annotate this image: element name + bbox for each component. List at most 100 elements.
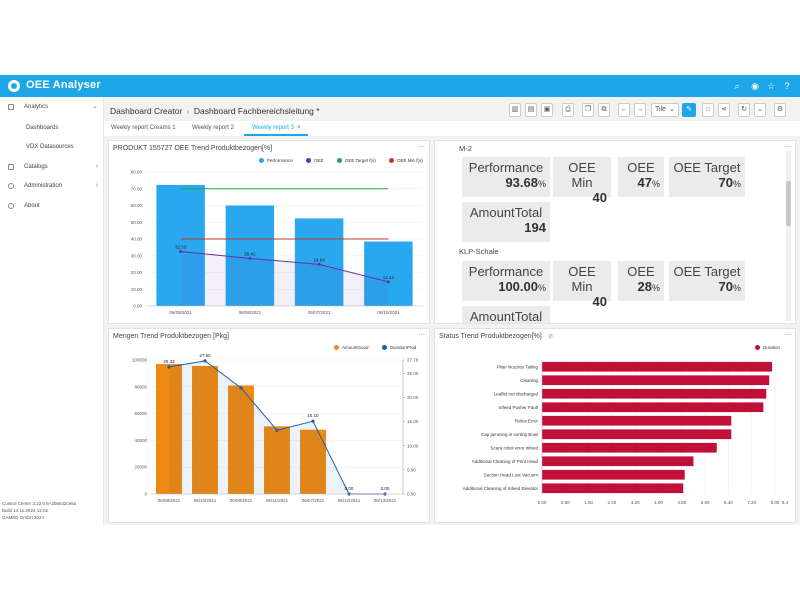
oee-trend-chart: 0.00 10.00 20.00 30.00 40.00 50.00 60.00 70.00 8…	[131, 170, 423, 315]
y2-tick-label: 15.00	[407, 419, 419, 424]
kpi-tile-oee: OEE 28%	[618, 261, 664, 301]
kpi-tile-oee: OEE 47%	[618, 157, 664, 197]
x-tick-label: 7.20	[747, 500, 756, 505]
bar	[300, 429, 326, 494]
data-label: 28.42	[244, 251, 256, 256]
scrollbar[interactable]	[786, 151, 791, 321]
sidebar-item-catalogs[interactable]: Catalogs ›	[0, 159, 104, 175]
bar	[192, 366, 218, 494]
y-tick-label: 80.00	[131, 170, 143, 175]
panel-title: Status Trend Produktbezogen[%]	[439, 333, 542, 340]
bar	[542, 483, 684, 494]
report-tabs: Weekly report Creams 1 Weekly report 2 W…	[104, 121, 800, 136]
series-line-oee	[180, 251, 389, 283]
layout-select[interactable]: Tile ⌄	[651, 103, 679, 117]
sidebar-item-administration[interactable]: Administration ›	[0, 178, 104, 194]
arrow-right-icon[interactable]: →	[634, 103, 646, 117]
copy-icon[interactable]: ❐	[582, 103, 594, 117]
tab-weekly-report-creams-1[interactable]: Weekly report Creams 1	[111, 125, 176, 131]
y-category-label: Scara robot error infeed	[490, 445, 538, 450]
legend-item[interactable]: Duration	[755, 345, 780, 351]
active-tab-indicator	[244, 134, 308, 136]
more-chevron-icon[interactable]: ⌄	[754, 103, 766, 117]
version-text: Control Center 3.22.0.5+2b8e32ce8a	[2, 501, 77, 506]
y2-tick-label: 25.00	[407, 371, 419, 376]
x-tick-label: 06/08/2021	[239, 310, 262, 315]
arrow-left-icon[interactable]: ←	[618, 103, 630, 117]
panel-kpi-tiles: ⋯ M-2 Performance 93.68% OEE Min 40 OEE …	[434, 140, 796, 324]
bar	[542, 469, 685, 480]
share-icon[interactable]: ⋖	[718, 103, 730, 117]
y-tick-label: 20.00	[131, 270, 143, 275]
panel-menu-icon[interactable]: ⋯	[784, 332, 791, 339]
data-label: 27.60	[199, 353, 211, 358]
sidebar-item-analytics[interactable]: Analytics ⌄	[0, 99, 104, 115]
y-category-label: Infeed Pusher Fault	[499, 405, 539, 410]
help-icon[interactable]: ?	[784, 81, 790, 91]
folder-icon	[8, 164, 14, 170]
save-icon[interactable]: ▣	[541, 103, 553, 117]
tab-weekly-report-2[interactable]: Weekly report 2	[192, 125, 234, 131]
legend-item[interactable]: OEE Target f(x)	[336, 158, 376, 164]
panel-menu-icon[interactable]: ⋯	[784, 144, 791, 151]
y-tick-label: 20000	[134, 465, 147, 470]
search-icon[interactable]: ⌕	[734, 81, 740, 91]
user-icon[interactable]: ◉	[751, 81, 759, 91]
data-label: 32.53	[175, 245, 187, 250]
x-tick-label: 06/10/2021	[377, 310, 400, 315]
info-icon	[8, 203, 14, 209]
kpi-tile-amount-total: AmountTotal	[462, 306, 550, 323]
open-folder-icon[interactable]: ▤	[525, 103, 537, 117]
close-tab-icon[interactable]: ×	[297, 125, 301, 131]
sidebar-subitem-dashboards[interactable]: Dashboards	[26, 125, 59, 131]
y2-tick-label: 10.00	[407, 443, 419, 448]
breadcrumb: Dashboard Creator › Dashboard Fachbereic…	[110, 106, 320, 116]
bar	[542, 402, 764, 413]
y-tick-label: 30.00	[131, 253, 143, 258]
duplicate-icon[interactable]: ⧉	[598, 103, 610, 117]
x-tick-label: 6.40	[724, 500, 733, 505]
sidebar-subitem-vdx-datasources[interactable]: VDX Datasources	[26, 144, 74, 150]
x-tick-label: 06/07/2021	[308, 310, 331, 315]
x-tick-label: 4.00	[654, 500, 663, 505]
panel-menu-icon[interactable]: ⋯	[418, 332, 425, 339]
y-tick-label: 60000	[134, 411, 147, 416]
chevron-right-icon: ›	[95, 182, 98, 189]
chart-legend: Duration	[755, 345, 780, 351]
data-point	[317, 262, 321, 266]
legend-item[interactable]: DurationProd	[381, 345, 416, 351]
favorite-icon[interactable]: ☆	[702, 103, 714, 117]
data-point	[386, 280, 390, 284]
bar	[364, 241, 413, 306]
x-tick-label: 06/08/2021	[158, 498, 181, 503]
legend-item[interactable]: AmountGood	[334, 345, 369, 351]
legend-item[interactable]: Performance	[259, 158, 293, 164]
settings-icon[interactable]: ⚙	[774, 103, 786, 117]
breadcrumb-dashboard-creator[interactable]: Dashboard Creator	[110, 106, 183, 116]
link-icon[interactable]: ⊘	[548, 334, 554, 340]
y-category-label: Additional Cleaning of Infeed Elevator	[463, 486, 539, 491]
delete-icon[interactable]: ▥	[509, 103, 521, 117]
panel-menu-icon[interactable]: ⋯	[418, 144, 425, 151]
mengen-trend-chart: 0 20000 40000 60000 80000 100000 0.00 5.00 10.00…	[132, 353, 419, 503]
x-tick-label: 06/07/2021	[302, 498, 325, 503]
legend-item[interactable]: OEE Min f(x)	[389, 158, 423, 164]
panel-oee-trend: PRODUKT 155727 OEE Trend Produktbezogen[…	[108, 140, 430, 324]
chart-icon	[8, 104, 14, 110]
top-bar: OEE Analyser ⌕ ◉ ☆ ?	[0, 75, 800, 97]
legend-item[interactable]: OEE	[306, 158, 324, 164]
sidebar-item-about[interactable]: About	[0, 198, 104, 214]
x-tick-label: 06/12/2021	[338, 498, 361, 503]
print-icon[interactable]: ⎙	[562, 103, 574, 117]
star-icon[interactable]: ☆	[766, 81, 776, 91]
bar	[156, 364, 182, 494]
edit-button[interactable]: ✎	[682, 103, 696, 117]
x-tick-label: 06/11/2021	[266, 498, 289, 503]
y-tick-label: 50.00	[131, 220, 143, 225]
scrollbar-thumb[interactable]	[786, 181, 791, 226]
bar	[542, 456, 694, 467]
x-tick-label: 3.20	[631, 500, 640, 505]
refresh-icon[interactable]: ↻	[738, 103, 750, 117]
tab-weekly-report-3[interactable]: Weekly report 3	[252, 125, 294, 131]
breadcrumb-current: Dashboard Fachbereichsleitung *	[193, 106, 320, 116]
